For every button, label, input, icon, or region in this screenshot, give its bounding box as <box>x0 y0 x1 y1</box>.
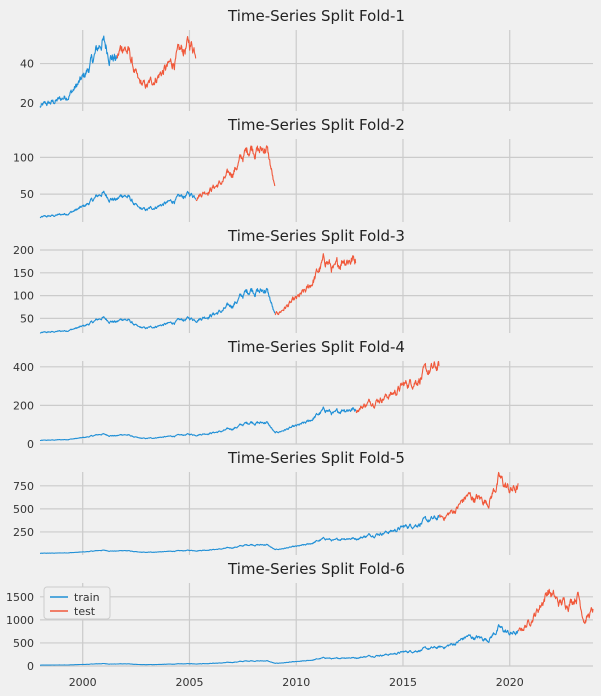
train-series-line <box>39 190 197 219</box>
train-series-line <box>39 624 519 666</box>
y-tick-label: 500 <box>13 637 34 650</box>
panel-title: Time-Series Split Fold-2 <box>227 116 405 134</box>
panel-2: 50 100 Time-Series Split Fold-2 <box>13 116 593 222</box>
y-tick-label: 50 <box>20 188 34 201</box>
y-tick-label: 0 <box>27 438 34 451</box>
y-tick-label: 0 <box>27 660 34 673</box>
x-tick-label: 2010 <box>282 676 310 689</box>
x-tick-label: 2005 <box>175 676 203 689</box>
x-tick-label: 2020 <box>496 676 524 689</box>
plot-area <box>40 361 593 444</box>
panel-title: Time-Series Split Fold-4 <box>227 338 405 356</box>
panel-title: Time-Series Split Fold-6 <box>227 560 405 578</box>
plot-area <box>40 30 593 111</box>
x-tick-label: 2000 <box>69 676 97 689</box>
test-series-line <box>438 471 519 522</box>
panel-4: 0 200 400 Time-Series Split Fold-4 <box>13 338 593 451</box>
test-series-line <box>518 588 594 632</box>
y-tick-label: 500 <box>13 503 34 516</box>
y-tick-label: 50 <box>20 312 34 325</box>
y-tick-label: 150 <box>13 267 34 280</box>
panel-1: 20 40 Time-Series Split Fold-1 <box>20 7 593 111</box>
y-tick-label: 1500 <box>6 591 34 604</box>
train-series-line <box>39 515 440 554</box>
y-tick-label: 40 <box>20 58 34 71</box>
x-tick-label: 2015 <box>389 676 417 689</box>
train-series-line <box>39 287 276 334</box>
test-series-line <box>195 145 276 202</box>
panel-title: Time-Series Split Fold-3 <box>227 227 405 245</box>
panel-title: Time-Series Split Fold-1 <box>227 7 405 25</box>
y-tick-label: 100 <box>13 290 34 303</box>
test-series-line <box>116 35 197 89</box>
y-tick-label: 200 <box>13 244 34 257</box>
y-tick-label: 20 <box>20 97 34 110</box>
y-tick-label: 200 <box>13 399 34 412</box>
y-tick-label: 250 <box>13 526 34 539</box>
panel-title: Time-Series Split Fold-5 <box>227 449 405 467</box>
panel-5: 250 500 750 Time-Series Split Fold-5 <box>13 449 593 555</box>
panels-group: 20 40 Time-Series Split Fold-1 50 100 Time-Se… <box>6 7 594 689</box>
panel-3: 50 100 150 200 Time-Series Split Fold-3 <box>13 227 593 334</box>
panel-6: 0 500 1000 1500 Time-Series Split Fold-6 <box>6 560 594 673</box>
legend-label-test: test <box>74 605 96 618</box>
y-tick-label: 400 <box>13 361 34 374</box>
y-tick-label: 1000 <box>6 614 34 627</box>
test-series-line <box>355 360 440 414</box>
train-series-line <box>39 35 118 108</box>
y-tick-label: 750 <box>13 480 34 493</box>
legend-label-train: train <box>74 591 100 604</box>
test-series-line <box>274 253 357 316</box>
y-tick-label: 100 <box>13 151 34 164</box>
train-series-line <box>39 406 357 442</box>
plot-area <box>40 250 593 333</box>
plot-area <box>40 139 593 222</box>
